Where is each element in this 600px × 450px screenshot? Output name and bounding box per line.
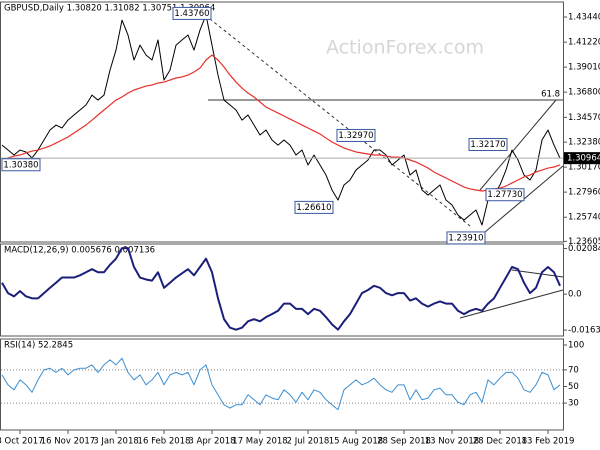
y-tick-label: 1.30170 [568, 163, 600, 173]
channel-line [479, 99, 557, 191]
annotation-box [294, 200, 334, 214]
series-line [1, 54, 561, 192]
annotation-label: 1.32170 [470, 140, 505, 150]
annotation-box [336, 128, 376, 142]
series-line [1, 14, 561, 226]
price-title: GBPUSD,Daily 1.30820 1.31082 1.30751 1.3… [4, 4, 215, 14]
series-line [1, 357, 561, 411]
x-tick-label: 28 Dec 2018 [473, 437, 527, 447]
y-tick-label: 1.23605 [568, 237, 600, 247]
macd-panel [0, 243, 564, 337]
x-tick-label: 3 Apr 2018 [188, 437, 235, 447]
fib-label: 61.8 [541, 90, 560, 100]
y-tick-label: 1.34570 [568, 113, 600, 123]
y-tick-label: 1.43440 [568, 13, 600, 23]
series-line [1, 247, 561, 331]
annotation-label: 1.27730 [487, 190, 522, 200]
y-tick-label: 1.25740 [568, 213, 600, 223]
macd-title: MACD(12,26,9) 0.005676 0.007136 [4, 246, 155, 256]
rsi-panel [0, 338, 564, 431]
x-tick-label: 3 Jan 2018 [93, 437, 139, 447]
annotation-label: 1.32970 [338, 131, 373, 141]
annotation-label: 1.30380 [3, 160, 38, 170]
last-price-tag [564, 152, 600, 165]
annotation-box [468, 138, 508, 152]
x-tick-label: 2 Jul 2018 [287, 437, 330, 447]
x-tick-label: 16 Feb 2018 [138, 437, 191, 447]
y-tick-label: 1.41220 [568, 38, 600, 48]
annotation-label: 1.23910 [448, 233, 483, 243]
y-tick-label: 1.39010 [568, 63, 600, 73]
rsi-title: RSI(14) 52.2845 [4, 341, 73, 351]
x-tick-label: 28 Sep 2018 [377, 437, 431, 447]
annotation-box [1, 158, 41, 172]
macd-trend-line [459, 289, 564, 319]
annotation-label: 1.43760 [174, 9, 209, 19]
y-tick-label: 1.27960 [568, 188, 600, 198]
x-tick-label: 13 Feb 2019 [522, 437, 575, 447]
annotation-label: 1.26610 [296, 203, 331, 213]
trend-line [204, 14, 471, 227]
annotation-box [172, 6, 212, 20]
annotation-box [485, 188, 525, 202]
x-tick-label: 13 Nov 2018 [425, 437, 479, 447]
last-price-label: 1.30964 [567, 154, 600, 164]
annotation-box [446, 231, 486, 245]
price-panel [0, 1, 564, 243]
x-tick-label: 16 Nov 2017 [41, 437, 95, 447]
y-tick-label: 30 [568, 399, 579, 409]
x-tick-label: 15 Aug 2018 [329, 437, 383, 447]
y-tick-label: -0.016389 [568, 326, 600, 336]
x-tick-label: 3 Oct 2017 [0, 437, 44, 447]
y-tick-label: 0.020848 [568, 244, 600, 254]
y-tick-label: 100 [568, 340, 584, 350]
y-tick-label: 1.36800 [568, 88, 600, 98]
y-tick-label: 50 [568, 382, 579, 392]
y-tick-label: 0.0 [568, 290, 582, 300]
y-tick-label: 70 [568, 365, 579, 375]
watermark: ActionForex.com [326, 37, 484, 59]
x-tick-label: 17 May 2018 [232, 437, 287, 447]
y-tick-label: 1.32380 [568, 138, 600, 148]
